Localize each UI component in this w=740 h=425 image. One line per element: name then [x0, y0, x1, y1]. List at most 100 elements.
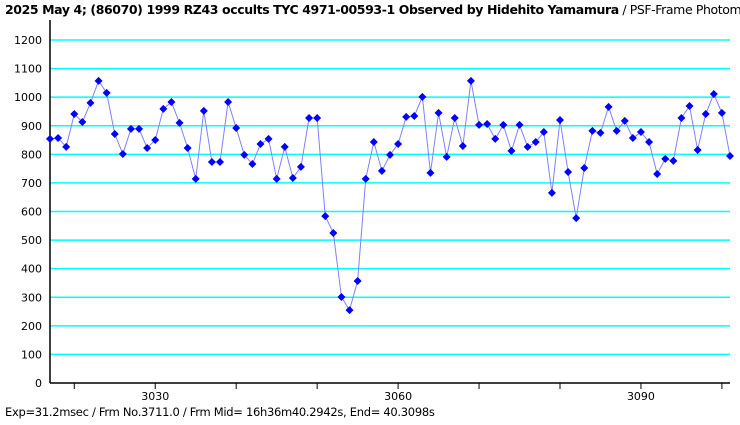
data-point: [717, 108, 726, 117]
data-point: [507, 146, 516, 155]
data-point: [515, 120, 524, 129]
data-point: [386, 150, 394, 159]
y-tick-label: 600: [21, 206, 42, 219]
y-tick-label: 1000: [14, 91, 42, 104]
y-tick-label: 1200: [14, 34, 42, 47]
data-point: [118, 150, 127, 159]
data-point: [167, 98, 176, 107]
data-point: [183, 144, 192, 153]
data-point: [693, 146, 702, 155]
data-point: [70, 110, 79, 119]
data-point: [475, 120, 484, 129]
data-point: [353, 276, 362, 285]
chart-title: 2025 May 4; (86070) 1999 RZ43 occults TY…: [5, 2, 740, 17]
data-point: [531, 138, 540, 147]
data-point: [491, 134, 500, 143]
y-tick-label: 400: [21, 263, 42, 276]
data-point: [86, 98, 95, 107]
chart-title-main: 2025 May 4; (86070) 1999 RZ43 occults TY…: [5, 2, 619, 17]
x-tick-label: 3090: [627, 390, 655, 403]
data-point: [305, 114, 314, 123]
data-point: [110, 130, 119, 139]
data-point: [345, 306, 354, 315]
data-point: [272, 174, 281, 183]
data-point: [248, 160, 257, 169]
data-point: [151, 136, 160, 145]
data-point: [645, 138, 654, 147]
frame-info: Exp=31.2msec / Frm No.3711.0 / Frm Mid= …: [5, 405, 435, 419]
data-point: [329, 228, 338, 237]
data-point: [135, 124, 144, 133]
y-tick-label: 900: [21, 120, 42, 133]
data-point: [580, 164, 589, 173]
y-tick-label: 800: [21, 148, 42, 161]
y-tick-label: 0: [35, 377, 42, 390]
data-point: [232, 124, 241, 133]
data-point: [369, 138, 378, 147]
data-point: [539, 128, 548, 137]
data-point: [636, 128, 645, 137]
data-point: [143, 144, 152, 153]
series-line: [49, 79, 731, 312]
data-point: [54, 134, 63, 143]
data-point: [628, 134, 637, 143]
data-point: [620, 116, 629, 125]
data-point: [726, 152, 734, 161]
data-point: [442, 152, 451, 161]
data-point: [264, 134, 273, 143]
data-point: [377, 166, 386, 175]
data-point: [78, 118, 87, 127]
data-point: [466, 76, 475, 85]
data-point: [604, 102, 613, 111]
data-point: [685, 102, 694, 111]
data-point: [556, 116, 564, 125]
y-tick-label: 700: [21, 177, 42, 190]
data-point: [523, 142, 532, 151]
data-point: [191, 174, 200, 183]
data-point: [499, 120, 508, 129]
data-point: [394, 140, 403, 149]
data-point: [126, 124, 135, 133]
y-tick-label: 200: [21, 320, 42, 333]
data-point: [661, 154, 670, 163]
data-point: [199, 106, 208, 115]
data-point: [572, 214, 581, 223]
data-point: [434, 108, 443, 117]
data-point: [280, 142, 289, 151]
data-point: [46, 134, 54, 143]
data-point: [596, 128, 605, 137]
data-point: [313, 114, 322, 123]
data-point: [418, 92, 427, 101]
data-point: [701, 110, 710, 119]
data-point: [240, 150, 249, 159]
data-point: [288, 174, 297, 183]
data-point: [94, 76, 103, 85]
x-tick-label: 3030: [141, 390, 169, 403]
y-tick-label: 100: [21, 348, 42, 361]
data-point: [458, 142, 467, 151]
data-point: [216, 158, 224, 167]
data-point: [207, 158, 216, 167]
y-tick-label: 300: [21, 291, 42, 304]
y-tick-label: 1100: [14, 63, 42, 76]
data-point: [337, 292, 346, 301]
data-point: [410, 112, 419, 121]
data-point: [224, 98, 233, 107]
chart-title-method: / PSF-Frame Photometry /: [622, 2, 740, 17]
data-point: [62, 142, 71, 151]
data-point: [547, 188, 556, 197]
data-point: [653, 170, 662, 179]
data-point: [361, 174, 370, 183]
data-point: [588, 126, 597, 135]
data-point: [483, 120, 492, 129]
data-point: [159, 104, 168, 113]
data-point: [669, 156, 678, 165]
data-point: [256, 140, 265, 149]
data-point: [450, 114, 459, 123]
data-point: [564, 168, 573, 177]
data-point: [677, 114, 686, 123]
data-point: [321, 212, 330, 221]
data-point: [102, 88, 111, 97]
x-tick-label: 3060: [384, 390, 412, 403]
